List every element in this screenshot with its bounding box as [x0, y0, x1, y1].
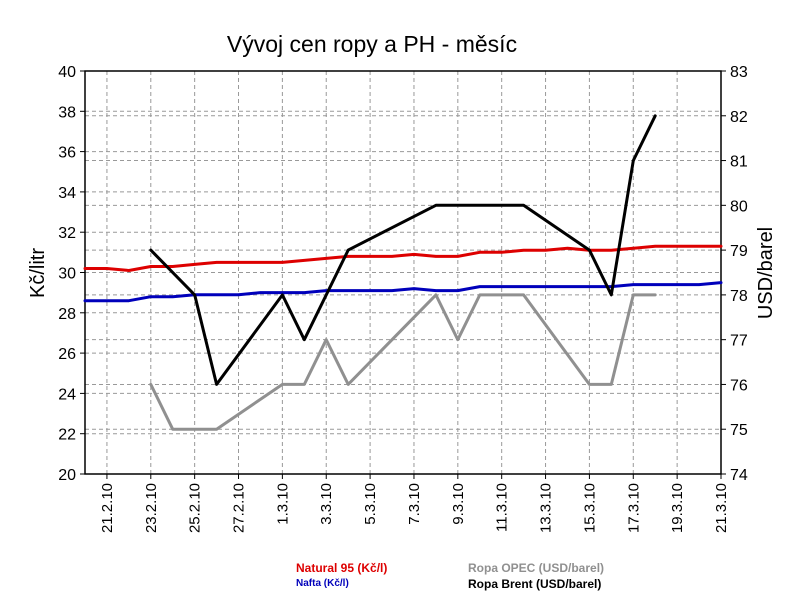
ticks: 20 22 24 26 28 30 32 34 36 38 40 74 75 76 77 78 79 80 81 82…	[58, 64, 748, 533]
x-tick-label: 1.3.10	[274, 483, 291, 525]
y-left-tick-label: 32	[58, 225, 76, 242]
series-line-0	[83, 244, 723, 272]
x-tick-label: 11.3.10	[494, 483, 511, 532]
y-right-tick-label: 77	[730, 333, 748, 350]
x-tick-label: 15.3.10	[581, 483, 598, 533]
y-right-tick-label: 80	[730, 198, 748, 215]
x-tick-label: 25.2.10	[187, 483, 204, 533]
y-right-tick-label: 81	[730, 154, 748, 171]
x-tick-label: 3.3.10	[318, 483, 335, 525]
y-right-tick-label: 76	[730, 377, 748, 394]
y-left-tick-label: 28	[58, 306, 76, 323]
legend-nafta: Nafta (Kč/l)	[296, 578, 349, 589]
y-left-tick-label: 26	[58, 346, 76, 363]
y-axis-left-label: Kč/litr	[27, 248, 49, 298]
x-tick-label: 5.3.10	[362, 483, 379, 525]
legend-opec: Ropa OPEC (USD/barel)	[468, 561, 605, 575]
y-right-tick-label: 74	[730, 467, 748, 484]
x-tick-label: 9.3.10	[450, 483, 467, 525]
legend-brent: Ropa Brent (USD/barel)	[468, 577, 602, 591]
x-tick-label: 7.3.10	[406, 483, 423, 525]
y-left-tick-label: 38	[58, 104, 76, 121]
x-tick-label: 17.3.10	[625, 483, 642, 533]
y-left-tick-label: 24	[58, 386, 76, 403]
y-right-tick-label: 82	[730, 109, 748, 126]
y-right-tick-label: 75	[730, 422, 748, 439]
y-left-tick-label: 40	[58, 64, 76, 81]
y-left-tick-label: 34	[58, 185, 76, 202]
x-tick-label: 21.3.10	[713, 483, 730, 533]
y-left-tick-label: 30	[58, 266, 76, 283]
series-line-1	[83, 281, 723, 303]
y-axis-right-label: USD/barel	[755, 227, 777, 319]
x-tick-label: 21.2.10	[99, 483, 116, 533]
y-left-tick-label: 20	[58, 467, 76, 484]
chart-title: Vývoj cen ropy a PH - měsíc	[227, 31, 517, 57]
y-right-tick-label: 78	[730, 288, 748, 305]
y-right-tick-label: 83	[730, 64, 748, 81]
x-tick-label: 13.3.10	[538, 483, 555, 533]
series	[83, 114, 723, 431]
x-tick-label: 19.3.10	[669, 483, 686, 533]
y-right-tick-label: 79	[730, 243, 748, 260]
series-line-3	[149, 114, 657, 386]
y-left-tick-label: 36	[58, 145, 76, 162]
grid	[85, 71, 721, 474]
x-tick-label: 27.2.10	[231, 483, 248, 533]
y-left-tick-label: 22	[58, 427, 76, 444]
series-line-2	[149, 293, 657, 431]
legend-natural: Natural 95 (Kč/l)	[296, 561, 388, 575]
x-tick-label: 23.2.10	[143, 483, 160, 533]
